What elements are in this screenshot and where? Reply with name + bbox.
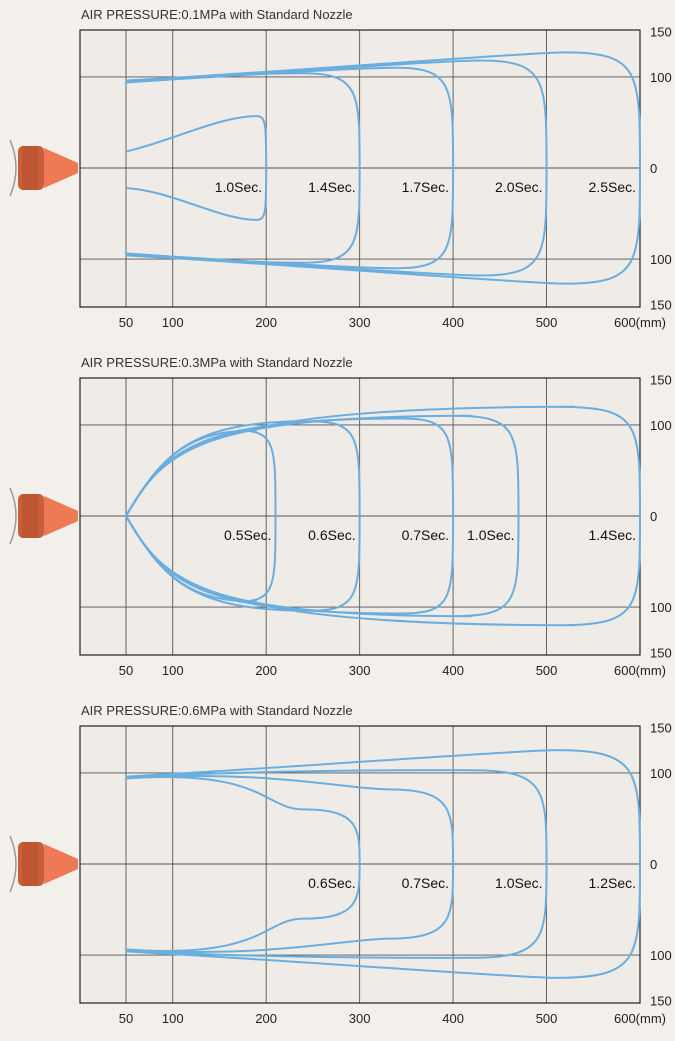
x-tick-label: 300 bbox=[349, 1011, 371, 1026]
nozzle-icon bbox=[9, 835, 78, 893]
x-tick-label: 500 bbox=[536, 315, 558, 330]
y-tick-label: 150 bbox=[650, 646, 672, 661]
y-tick-label: 150 bbox=[650, 24, 672, 39]
y-tick-label: 0 bbox=[650, 161, 657, 176]
y-tick-label: 100 bbox=[650, 948, 672, 963]
series-label: 1.0Sec. bbox=[215, 179, 262, 195]
series-label: 1.2Sec. bbox=[589, 875, 636, 891]
chart-title: AIR PRESSURE:0.1MPa with Standard Nozzle bbox=[81, 7, 353, 22]
series-label: 1.0Sec. bbox=[495, 875, 542, 891]
x-tick-label: 300 bbox=[349, 663, 371, 678]
series-label: 1.4Sec. bbox=[308, 179, 355, 195]
x-tick-label: 100 bbox=[162, 663, 184, 678]
spray-curve bbox=[125, 769, 548, 959]
chart-panel-0.1mpa: AIR PRESSURE:0.1MPa with Standard Nozzle… bbox=[0, 0, 675, 345]
x-tick-label: 50 bbox=[119, 315, 133, 330]
chart-panel-0.6mpa: AIR PRESSURE:0.6MPa with Standard Nozzle… bbox=[0, 696, 675, 1041]
y-tick-label: 150 bbox=[650, 298, 672, 313]
y-tick-label: 100 bbox=[650, 600, 672, 615]
series-label: 0.7Sec. bbox=[402, 875, 449, 891]
x-tick-label: 600(mm) bbox=[614, 1011, 666, 1026]
x-tick-label: 300 bbox=[349, 315, 371, 330]
y-tick-label: 150 bbox=[650, 372, 672, 387]
x-tick-label: 50 bbox=[119, 663, 133, 678]
spray-curve bbox=[125, 775, 455, 953]
spray-curve bbox=[125, 749, 641, 979]
chart-title: AIR PRESSURE:0.6MPa with Standard Nozzle bbox=[81, 703, 353, 718]
series-label: 0.6Sec. bbox=[308, 875, 355, 891]
series-label: 0.7Sec. bbox=[402, 527, 449, 543]
x-tick-label: 400 bbox=[442, 315, 464, 330]
spray-pattern-chart: 50 100 200 300 400 500 600(mm) 150 100 0 100 150 1.0… bbox=[9, 24, 672, 330]
x-tick-label: 100 bbox=[162, 315, 184, 330]
series-label: 2.5Sec. bbox=[589, 179, 636, 195]
y-tick-label: 100 bbox=[650, 766, 672, 781]
x-tick-label: 200 bbox=[255, 1011, 277, 1026]
spray-pattern-chart: 50 100 200 300 400 500 600(mm) 150 100 0 100 150 0.5… bbox=[9, 372, 672, 678]
series-label: 1.7Sec. bbox=[402, 179, 449, 195]
x-tick-label: 400 bbox=[442, 663, 464, 678]
y-tick-label: 100 bbox=[650, 252, 672, 267]
chart-panel-0.3mpa: AIR PRESSURE:0.3MPa with Standard Nozzle… bbox=[0, 348, 675, 693]
y-tick-label: 0 bbox=[650, 857, 657, 872]
spray-curve bbox=[125, 420, 361, 612]
series-label: 1.4Sec. bbox=[589, 527, 636, 543]
y-tick-label: 0 bbox=[650, 509, 657, 524]
y-tick-label: 100 bbox=[650, 418, 672, 433]
nozzle-icon bbox=[9, 487, 78, 545]
spray-curve bbox=[125, 417, 455, 615]
x-tick-label: 500 bbox=[536, 663, 558, 678]
x-tick-label: 600(mm) bbox=[614, 663, 666, 678]
series-label: 0.5Sec. bbox=[224, 527, 271, 543]
y-tick-label: 100 bbox=[650, 70, 672, 85]
spray-curve bbox=[125, 429, 277, 603]
x-tick-label: 600(mm) bbox=[614, 315, 666, 330]
x-tick-label: 200 bbox=[255, 315, 277, 330]
spray-curve bbox=[125, 405, 641, 627]
series-label: 0.6Sec. bbox=[308, 527, 355, 543]
series-label: 2.0Sec. bbox=[495, 179, 542, 195]
y-tick-label: 150 bbox=[650, 994, 672, 1009]
spray-curve bbox=[125, 51, 641, 285]
x-tick-label: 500 bbox=[536, 1011, 558, 1026]
nozzle-icon bbox=[9, 139, 78, 197]
chart-title: AIR PRESSURE:0.3MPa with Standard Nozzle bbox=[81, 355, 353, 370]
spray-curve bbox=[125, 115, 268, 221]
x-tick-label: 50 bbox=[119, 1011, 133, 1026]
spray-pattern-chart: 50 100 200 300 400 500 600(mm) 150 100 0 100 150 0.6… bbox=[9, 720, 672, 1026]
x-tick-label: 100 bbox=[162, 1011, 184, 1026]
spray-curve bbox=[125, 776, 361, 952]
x-tick-label: 400 bbox=[442, 1011, 464, 1026]
y-tick-label: 150 bbox=[650, 720, 672, 735]
x-tick-label: 200 bbox=[255, 663, 277, 678]
series-label: 1.0Sec. bbox=[467, 527, 514, 543]
